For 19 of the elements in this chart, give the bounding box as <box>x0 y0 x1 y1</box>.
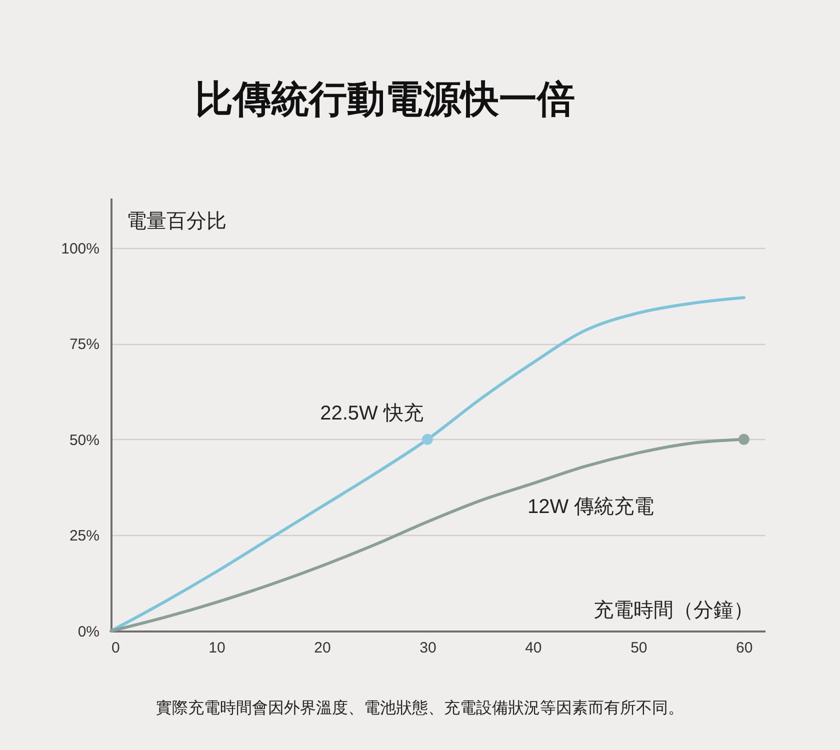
x-tick-label: 40 <box>525 640 542 656</box>
y-tick-label: 25% <box>69 528 100 545</box>
x-tick-label: 10 <box>208 640 226 656</box>
x-axis-title: 充電時間（分鐘） <box>594 600 754 622</box>
x-tick-label: 0 <box>112 640 120 656</box>
x-tick-label: 60 <box>736 640 753 656</box>
x-tick-label: 30 <box>420 640 436 656</box>
series-label: 22.5W 快充 <box>320 402 424 424</box>
y-axis-title: 電量百分比 <box>126 210 226 232</box>
y-tick-label: 75% <box>69 336 100 354</box>
y-tick-label: 100% <box>61 240 100 258</box>
chart-title: 比傳統行動電源快一倍 <box>195 79 575 121</box>
series-label: 12W 傳統充電 <box>527 496 654 518</box>
x-tick-label: 50 <box>630 640 648 656</box>
y-tick-label: 50% <box>69 432 100 449</box>
line-series <box>110 296 746 632</box>
x-tick-label: 20 <box>314 640 331 656</box>
text: 實際充電時間會因外界溫度、電池狀態、充電設備狀況等因素而有所不同。 <box>156 699 684 717</box>
y-tick-label: 0% <box>78 624 100 640</box>
